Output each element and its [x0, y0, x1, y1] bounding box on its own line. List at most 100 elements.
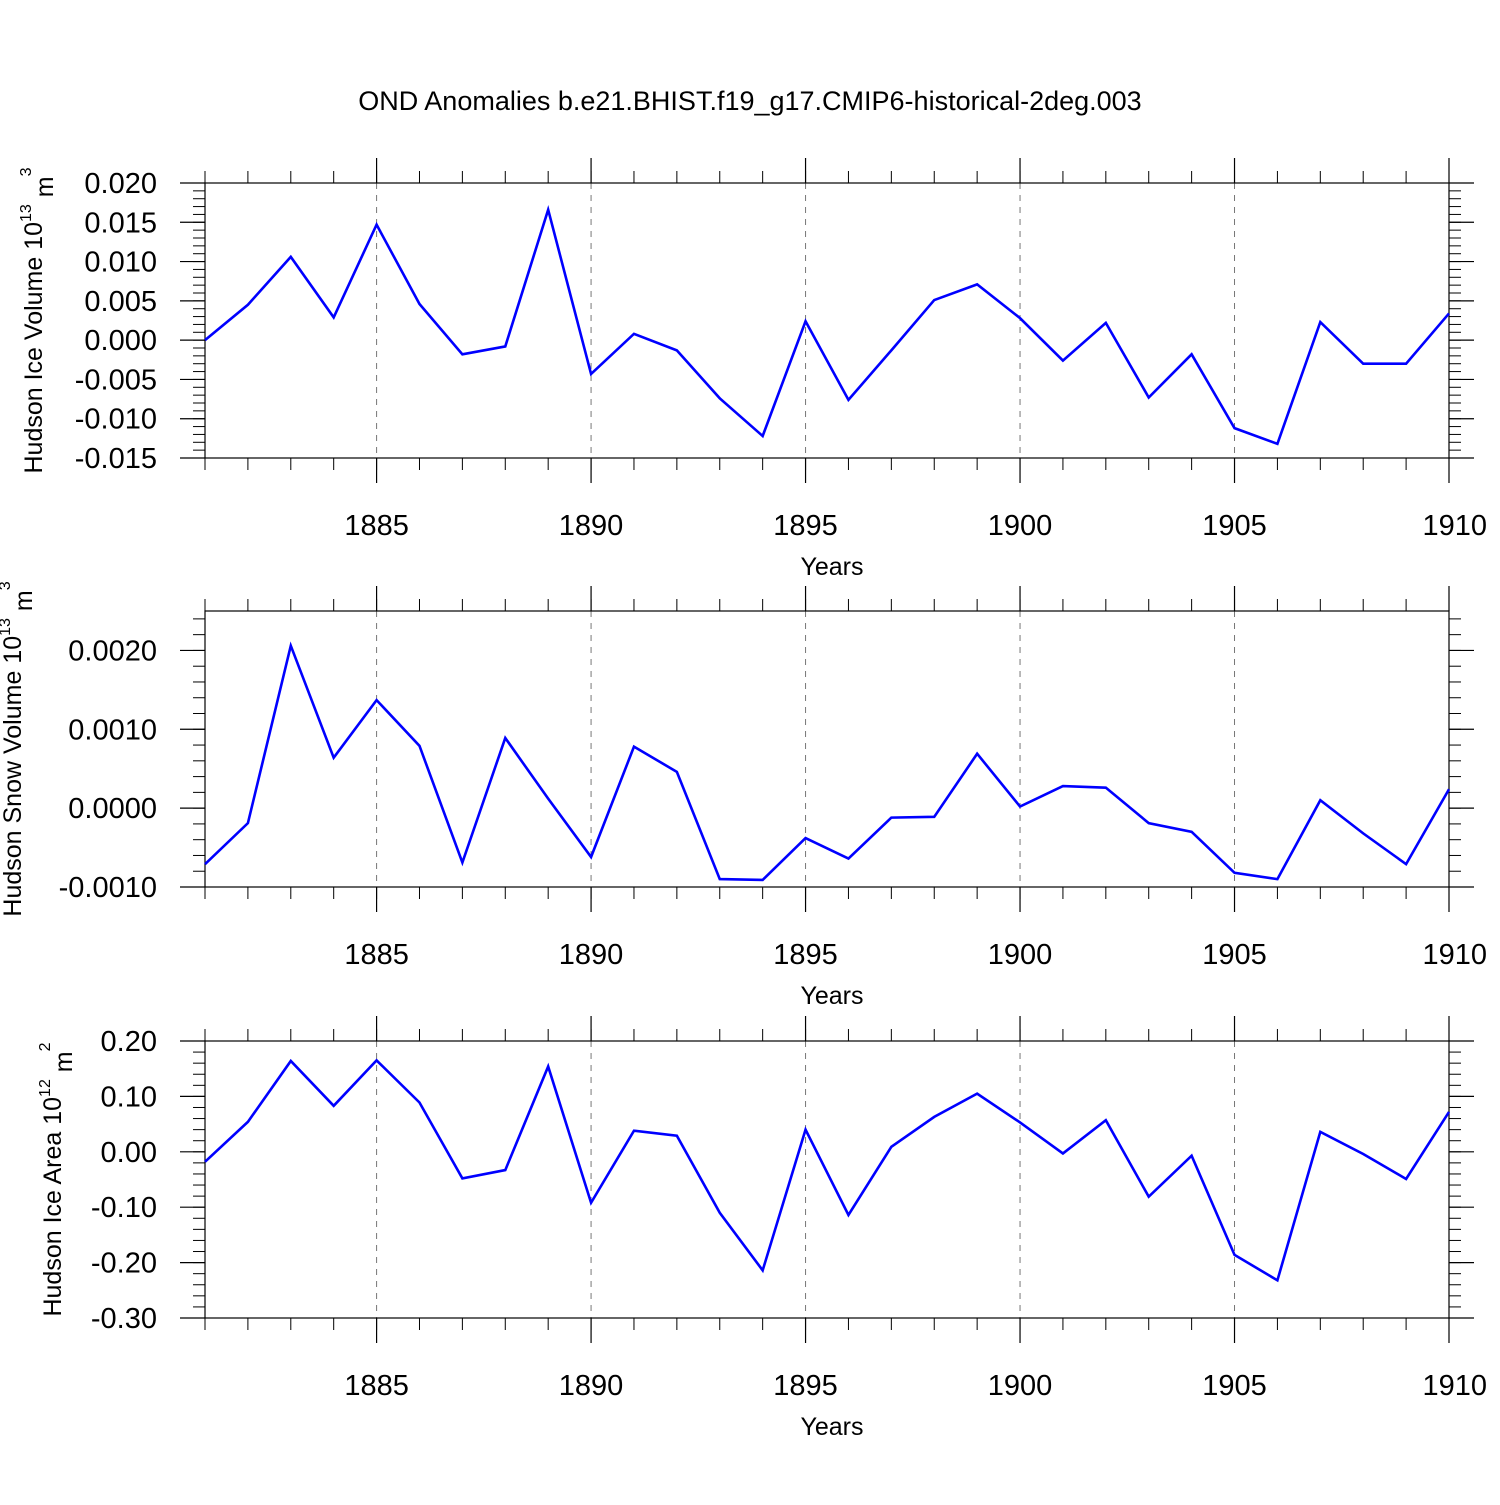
- data-point: [890, 816, 893, 819]
- y-axis-label-ylabel-unit: m: [31, 176, 59, 204]
- data-point: [633, 333, 636, 336]
- y-tick-label: 0.0000: [68, 793, 157, 825]
- data-point: [804, 837, 807, 840]
- y-axis-label-ylabel: Hudson Snow Volume 10: [0, 636, 27, 917]
- data-point: [1276, 878, 1279, 881]
- data-point: [332, 756, 335, 759]
- data-point: [1105, 1119, 1108, 1122]
- series-line: [204, 205, 1450, 446]
- y-axis-label-ylabel-exp: 12: [37, 1079, 54, 1097]
- data-point: [418, 745, 421, 748]
- data-point: [547, 1065, 550, 1068]
- data-point: [676, 771, 679, 774]
- chart-panels: -0.015 -0.010 -0.005 0.000 0.005 0.010 0.015 0.…: [0, 158, 1487, 1441]
- x-tick-label: 1900: [988, 1370, 1053, 1402]
- data-point: [418, 1101, 421, 1104]
- data-point: [804, 320, 807, 323]
- y-axis-label-ylabel-unit: m: [50, 1051, 78, 1079]
- data-point: [1362, 1153, 1365, 1156]
- data-point: [1190, 353, 1193, 356]
- y-axis-label-ylabel-unit-exp: 2: [37, 1042, 54, 1051]
- y-axis-label: Hudson Snow Volume 1013 m3: [0, 581, 38, 916]
- data-point: [289, 1060, 292, 1063]
- data-point: [1190, 831, 1193, 834]
- y-tick-label: 0.005: [84, 286, 157, 318]
- data-point: [204, 863, 207, 866]
- data-point: [1062, 785, 1065, 788]
- x-axis-label: Years: [800, 1413, 863, 1441]
- y-tick-label: -0.010: [75, 404, 157, 436]
- y-axis-label: Hudson Ice Volume 1013 m3: [18, 167, 59, 473]
- data-point: [1233, 872, 1236, 875]
- data-point: [1319, 799, 1322, 802]
- data-point: [633, 1129, 636, 1132]
- data-point: [1448, 1111, 1451, 1114]
- data-point: [247, 822, 250, 825]
- y-tick-label: -0.0010: [59, 872, 157, 904]
- data-point: [1062, 1152, 1065, 1155]
- chart-panel-1: -0.015 -0.010 -0.005 0.000 0.005 0.010 0.015 0.…: [18, 158, 1487, 581]
- data-point: [504, 1169, 507, 1172]
- y-tick-label: 0.000: [84, 325, 157, 357]
- data-point: [590, 856, 593, 859]
- data-point: [1147, 396, 1150, 399]
- data-point: [761, 879, 764, 882]
- data-point: [976, 283, 979, 286]
- data-point: [1019, 317, 1022, 320]
- data-point: [1448, 788, 1451, 791]
- x-tick-label: 1885: [344, 510, 409, 542]
- data-point: [976, 752, 979, 755]
- data-point: [375, 1059, 378, 1062]
- y-tick-label: 0.010: [84, 247, 157, 279]
- data-point: [590, 373, 593, 376]
- data-point: [461, 353, 464, 356]
- x-tick-label: 1890: [559, 1370, 624, 1402]
- data-point: [1147, 822, 1150, 825]
- data-point: [1405, 362, 1408, 365]
- y-tick-label: 0.20: [101, 1026, 157, 1058]
- data-point: [676, 1134, 679, 1137]
- data-point: [247, 1121, 250, 1124]
- y-axis-label-ylabel-exp: 13: [18, 204, 35, 222]
- data-point: [1019, 805, 1022, 808]
- data-point: [1319, 1131, 1322, 1134]
- y-tick-label: 0.10: [101, 1081, 157, 1113]
- data-point: [1319, 321, 1322, 324]
- data-point: [375, 223, 378, 226]
- data-point: [547, 797, 550, 800]
- data-point: [1062, 359, 1065, 362]
- data-point: [1276, 1279, 1279, 1282]
- data-point: [504, 345, 507, 348]
- x-tick-label: 1905: [1202, 1370, 1267, 1402]
- data-point: [676, 349, 679, 352]
- data-point: [1362, 832, 1365, 835]
- data-point: [1147, 1195, 1150, 1198]
- series-line: [204, 641, 1451, 882]
- data-point: [847, 857, 850, 860]
- y-tick-label: -0.30: [91, 1303, 157, 1335]
- data-point: [933, 299, 936, 302]
- y-tick-label: -0.005: [75, 364, 157, 396]
- data-point: [547, 208, 550, 211]
- y-tick-label: 0.0020: [68, 635, 157, 667]
- x-tick-label: 1905: [1202, 510, 1267, 542]
- x-tick-label: 1895: [773, 1370, 838, 1402]
- x-tick-label: 1910: [1422, 939, 1487, 971]
- y-axis-label-ylabel-unit: m: [10, 590, 38, 618]
- y-axis-label-ylabel: Hudson Ice Volume 10: [20, 222, 48, 474]
- data-point: [1448, 312, 1451, 315]
- x-tick-label: 1905: [1202, 939, 1267, 971]
- x-tick-label: 1885: [344, 1370, 409, 1402]
- data-point: [718, 878, 721, 881]
- data-point: [504, 737, 507, 740]
- data-point: [761, 435, 764, 438]
- data-point: [1019, 1121, 1022, 1124]
- y-tick-label: -0.015: [75, 443, 157, 475]
- chart-panel-2: -0.0010 0.0000 0.0010 0.0020 1885 1890 1895 190…: [0, 581, 1487, 1010]
- data-point: [461, 1177, 464, 1180]
- y-axis-label-ylabel-exp: 13: [0, 618, 14, 636]
- y-tick-label: -0.10: [91, 1192, 157, 1224]
- data-point: [1190, 1154, 1193, 1157]
